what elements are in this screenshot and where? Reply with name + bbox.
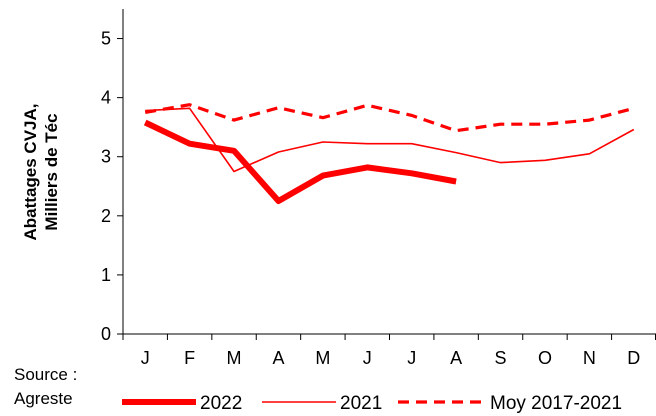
x-tick-label: D xyxy=(627,348,640,368)
legend-label: 2022 xyxy=(200,393,242,414)
x-tick-label: A xyxy=(450,348,462,368)
y-tick-label: 3 xyxy=(101,147,111,167)
y-axis-title-line: Abattages CVJA, xyxy=(21,104,40,241)
legend-label: 2021 xyxy=(340,393,382,414)
series-line-2022 xyxy=(143,119,457,204)
x-tick-label: F xyxy=(184,348,195,368)
series-line-moy-2017-2021 xyxy=(144,103,635,133)
y-tick-label: 1 xyxy=(101,265,111,285)
series-lines xyxy=(143,103,635,204)
series-line-2021 xyxy=(145,107,635,173)
y-tick-label: 4 xyxy=(101,88,111,108)
x-tick-label: J xyxy=(363,348,372,368)
y-tick-label: 0 xyxy=(101,324,111,344)
y-axis: 0 1 2 3 4 5 xyxy=(101,9,124,344)
y-axis-title: Abattages CVJA, Milliers de Téc xyxy=(21,104,61,241)
x-tick-label: S xyxy=(495,348,507,368)
y-tick-label: 2 xyxy=(101,206,111,226)
x-tick-label: M xyxy=(227,348,242,368)
y-axis-title-line: Milliers de Téc xyxy=(42,113,61,230)
x-tick-label: O xyxy=(538,348,552,368)
source-label: Source : xyxy=(14,365,77,384)
legend: 2022 2021 Moy 2017-2021 xyxy=(122,393,622,414)
x-tick-label: A xyxy=(272,348,284,368)
x-tick-label: J xyxy=(141,348,150,368)
source-value: Agreste xyxy=(14,389,73,408)
legend-label: Moy 2017-2021 xyxy=(490,393,622,414)
y-tick-label: 5 xyxy=(101,29,111,49)
x-tick-label: M xyxy=(315,348,330,368)
x-tick-label: N xyxy=(583,348,596,368)
x-tick-label: J xyxy=(407,348,416,368)
